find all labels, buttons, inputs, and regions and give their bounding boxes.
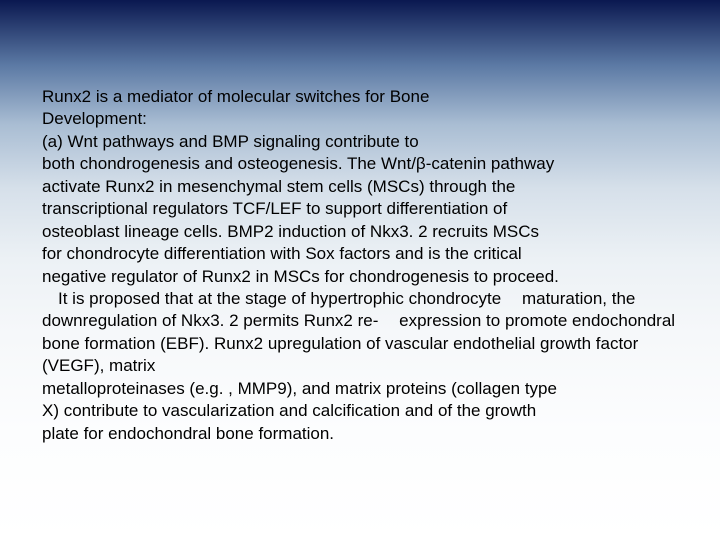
line-3: (a) Wnt pathways and BMP signaling contr… — [42, 132, 419, 151]
line-9: negative regulator of Runx2 in MSCs for … — [42, 267, 559, 286]
line-2: Development: — [42, 109, 147, 128]
line-15: X) contribute to vascularization and cal… — [42, 401, 536, 420]
line-8: for chondrocyte differentiation with Sox… — [42, 244, 522, 263]
line-14: metalloproteinases (e.g. , MMP9), and ma… — [42, 379, 557, 398]
line-5: activate Runx2 in mesenchymal stem cells… — [42, 177, 515, 196]
line-16: plate for endochondral bone formation. — [42, 424, 334, 443]
line-1: Runx2 is a mediator of molecular switche… — [42, 87, 429, 106]
line-10: It is proposed that at the stage of hype… — [42, 289, 501, 308]
slide: Runx2 is a mediator of molecular switche… — [0, 0, 720, 540]
line-7: osteoblast lineage cells. BMP2 induction… — [42, 222, 539, 241]
line-4: both chondrogenesis and osteogenesis. Th… — [42, 154, 554, 173]
body-text: Runx2 is a mediator of molecular switche… — [42, 86, 678, 445]
line-6: transcriptional regulators TCF/LEF to su… — [42, 199, 507, 218]
